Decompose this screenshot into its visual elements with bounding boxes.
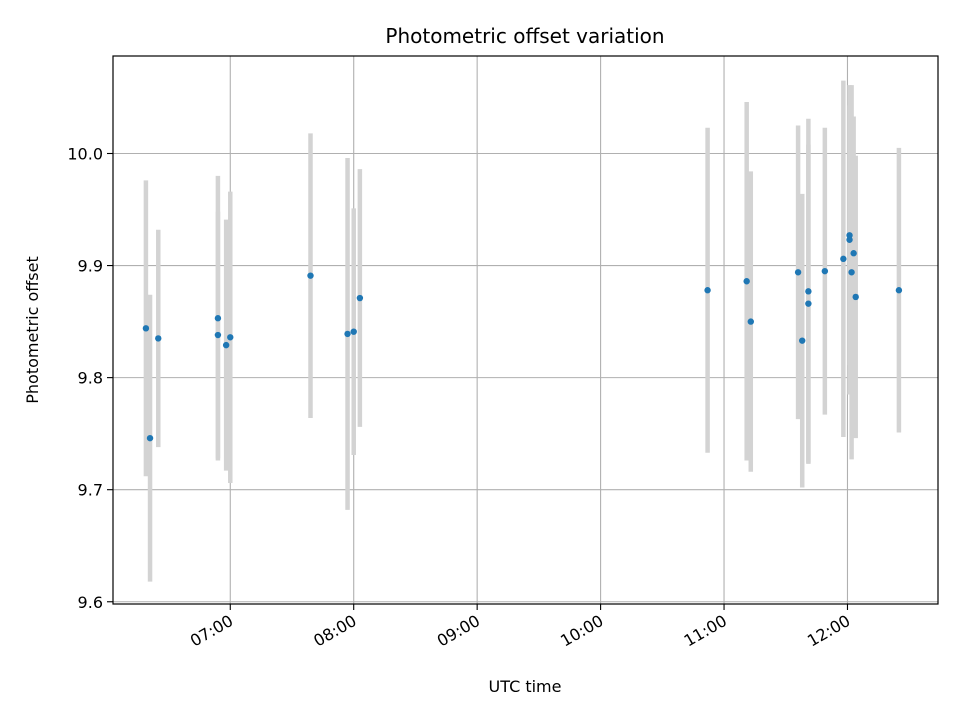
data-point-17 <box>805 300 812 307</box>
x-tick-label: 07:00 <box>187 611 236 651</box>
data-point-16 <box>805 288 812 295</box>
data-point-11 <box>704 287 711 294</box>
data-point-4 <box>214 331 222 339</box>
data-point-10 <box>356 294 364 302</box>
x-tick-label: 10:00 <box>557 611 606 651</box>
error-bars <box>143 80 902 582</box>
x-tick-label: 08:00 <box>310 611 359 651</box>
data-point-13 <box>747 318 754 325</box>
data-point-7 <box>307 272 314 279</box>
axis-ticks: 07:00 08:00 09:00 10:00 11:00 12:00 9.6 9.7 9.8 9… <box>67 144 853 650</box>
data-point-1 <box>146 434 154 442</box>
data-point-19 <box>840 255 847 263</box>
data-point-14 <box>794 269 802 276</box>
y-tick-label: 9.8 <box>78 369 103 388</box>
data-point-5 <box>222 341 230 349</box>
y-tick-label: 9.9 <box>78 257 103 276</box>
data-point-21 <box>846 236 853 243</box>
data-point-18 <box>821 267 829 275</box>
grid-lines <box>113 56 938 604</box>
y-tick-label: 9.7 <box>78 481 103 500</box>
chart-title: Photometric offset variation <box>385 24 664 48</box>
data-point-3 <box>214 315 222 322</box>
y-axis-label: Photometric offset <box>23 256 42 404</box>
y-tick-label: 9.6 <box>78 593 103 612</box>
data-point-9 <box>350 328 357 335</box>
data-point-8 <box>344 330 351 338</box>
x-tick-label: 09:00 <box>434 611 483 651</box>
data-point-23 <box>850 250 857 257</box>
x-tick-label: 11:00 <box>681 611 730 651</box>
data-point-0 <box>142 325 150 332</box>
plot-frame <box>112 55 939 605</box>
data-point-2 <box>155 335 162 342</box>
data-point-15 <box>799 337 806 344</box>
data-point-22 <box>848 269 855 276</box>
data-point-20 <box>846 232 853 239</box>
data-point-12 <box>743 278 750 285</box>
x-axis-label: UTC time <box>489 677 562 696</box>
data-point-6 <box>227 334 234 341</box>
x-tick-label: 12:00 <box>804 611 853 651</box>
data-point-25 <box>895 287 903 294</box>
y-tick-label: 10.0 <box>67 144 103 163</box>
data-point-24 <box>852 293 859 301</box>
data-points <box>142 232 903 442</box>
